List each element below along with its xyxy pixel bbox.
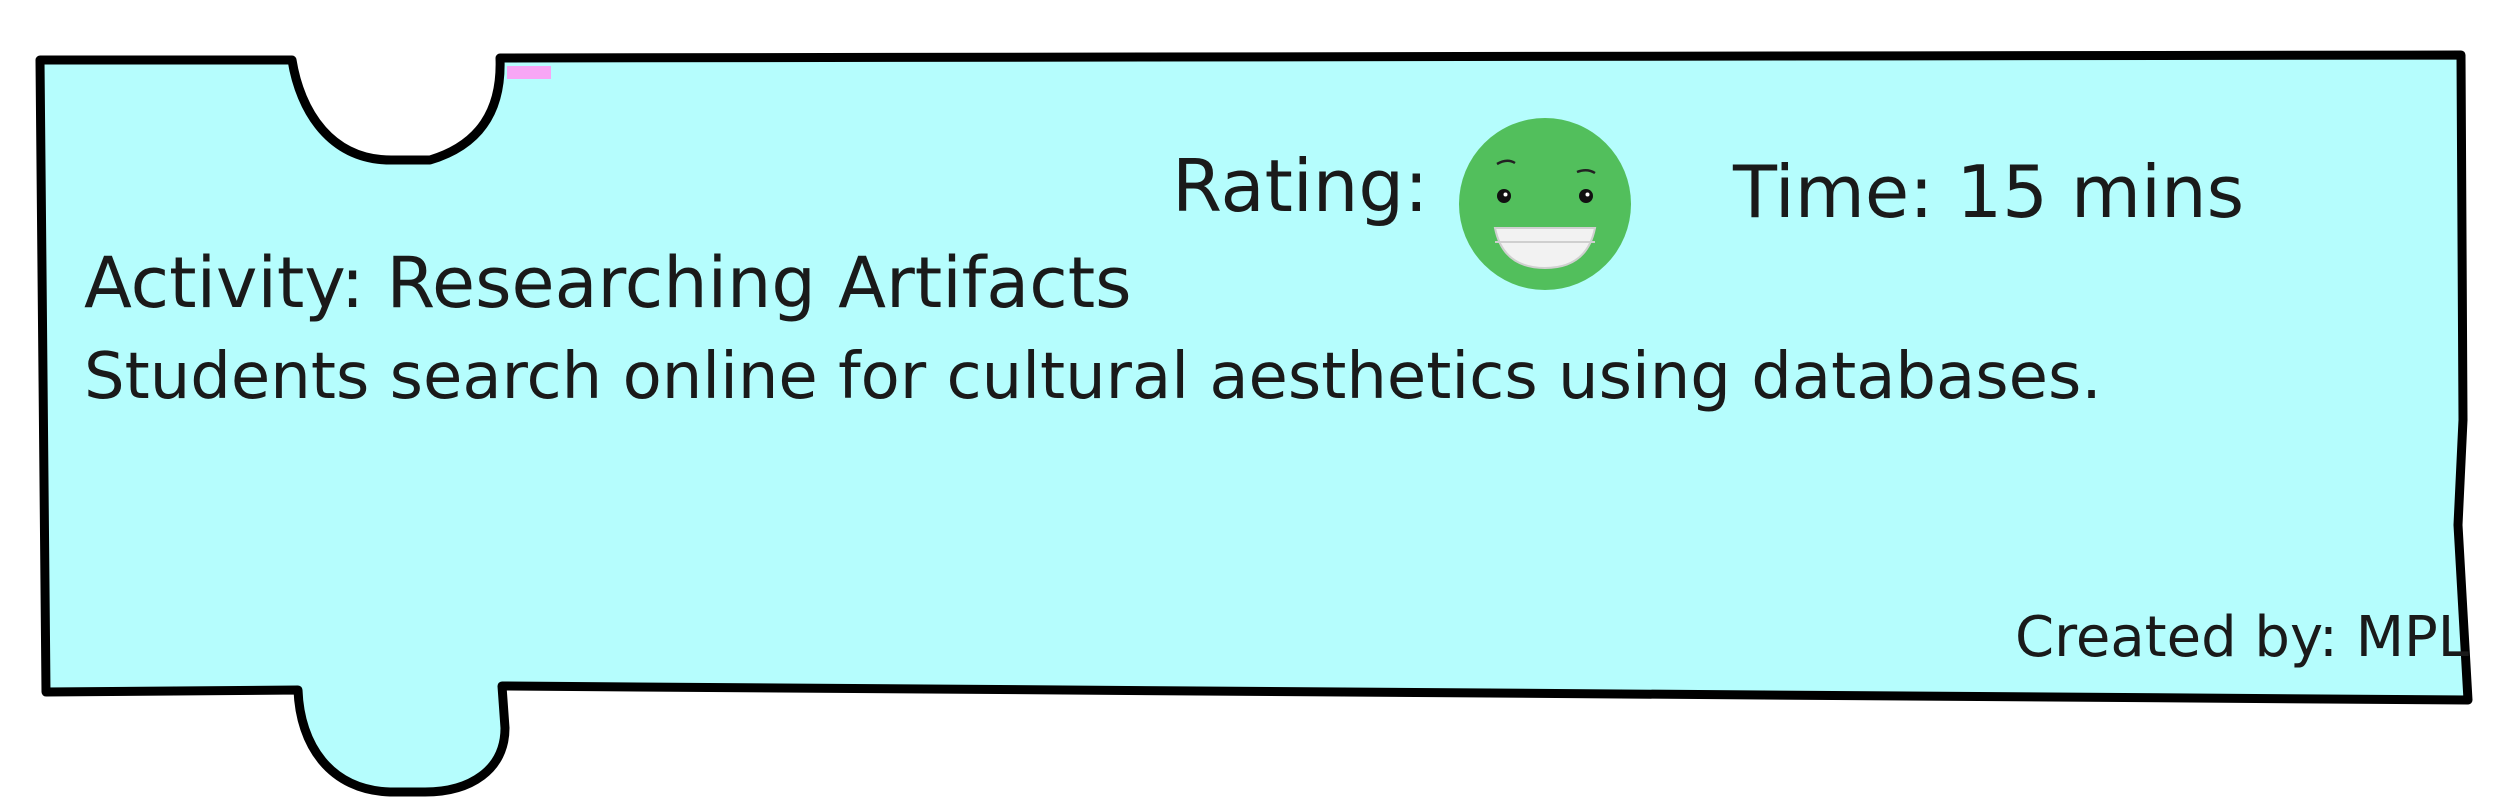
- rating-label: Rating:: [1172, 144, 1429, 228]
- time-label: Time: 15 mins: [1733, 150, 2245, 234]
- activity-title: Activity: Researching Artifacts: [84, 242, 1132, 324]
- activity-description: Students search online for cultural aest…: [84, 340, 2102, 414]
- happy-face-icon: [1459, 118, 1631, 290]
- card-shape: [35, 50, 2473, 797]
- created-by-label: Created by: MPL: [2015, 605, 2469, 670]
- pink-marker: [507, 66, 551, 79]
